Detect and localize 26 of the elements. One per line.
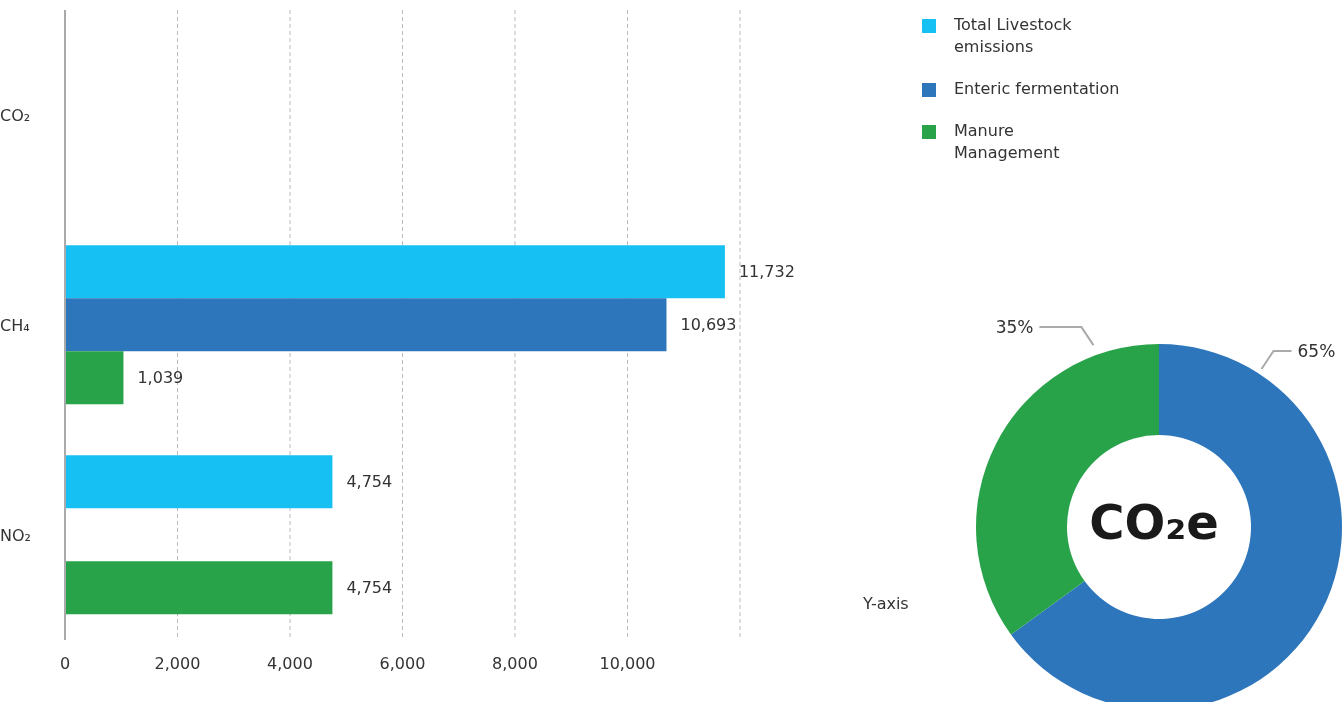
x-tick-label: 10,000	[599, 654, 656, 674]
legend-label: Enteric fermentation	[954, 78, 1121, 100]
y-tick-label: CH₄	[0, 315, 30, 335]
legend-label: Manure Management	[954, 120, 1061, 164]
text: CO₂e	[1089, 494, 1219, 550]
text: Y-axis	[863, 594, 909, 613]
data-label: 35%	[995, 317, 1034, 338]
bar	[65, 351, 124, 405]
x-tick-label: 8,000	[492, 654, 538, 674]
legend-label: Total Livestock emissions	[954, 14, 1073, 58]
x-tick-label: 6,000	[379, 654, 426, 674]
data-label: 65%	[1297, 341, 1336, 362]
x-tick-label: 2,000	[154, 654, 201, 674]
x-tick-label: 4,000	[267, 654, 313, 674]
bar	[65, 455, 333, 509]
bar	[65, 561, 333, 615]
bar	[65, 298, 667, 352]
y-tick-label: NO₂	[0, 525, 31, 545]
y-tick-label: CO₂	[0, 105, 31, 125]
data-label: 4,754	[346, 578, 393, 598]
x-tick-label: 0	[59, 654, 71, 674]
data-label: 10,693	[680, 315, 737, 335]
data-label: 1,039	[137, 368, 184, 388]
data-label: 4,754	[346, 472, 393, 492]
data-label: 11,732	[738, 262, 795, 282]
bar	[65, 245, 725, 299]
